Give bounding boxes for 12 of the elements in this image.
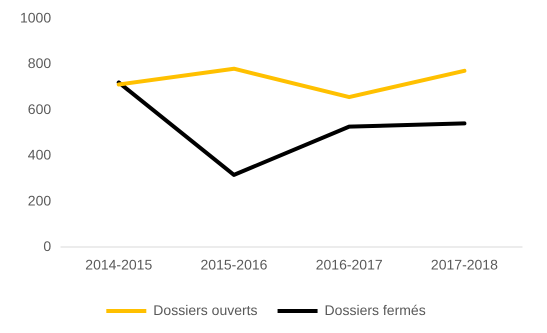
legend-label: Dossiers fermés <box>324 302 426 318</box>
y-tick-label: 800 <box>28 55 52 72</box>
x-tick-label: 2016-2017 <box>316 256 383 272</box>
x-tick-label: 2014-2015 <box>85 256 152 272</box>
y-tick-label: 1000 <box>20 9 52 26</box>
legend-label: Dossiers ouverts <box>153 302 258 318</box>
x-tick-label: 2017-2018 <box>430 256 498 272</box>
y-tick-label: 600 <box>28 100 52 117</box>
x-tick-label: 2015-2016 <box>200 256 268 272</box>
y-tick-label: 400 <box>28 146 52 163</box>
y-tick-label: 200 <box>28 192 52 208</box>
y-tick-label: 0 <box>43 238 52 254</box>
